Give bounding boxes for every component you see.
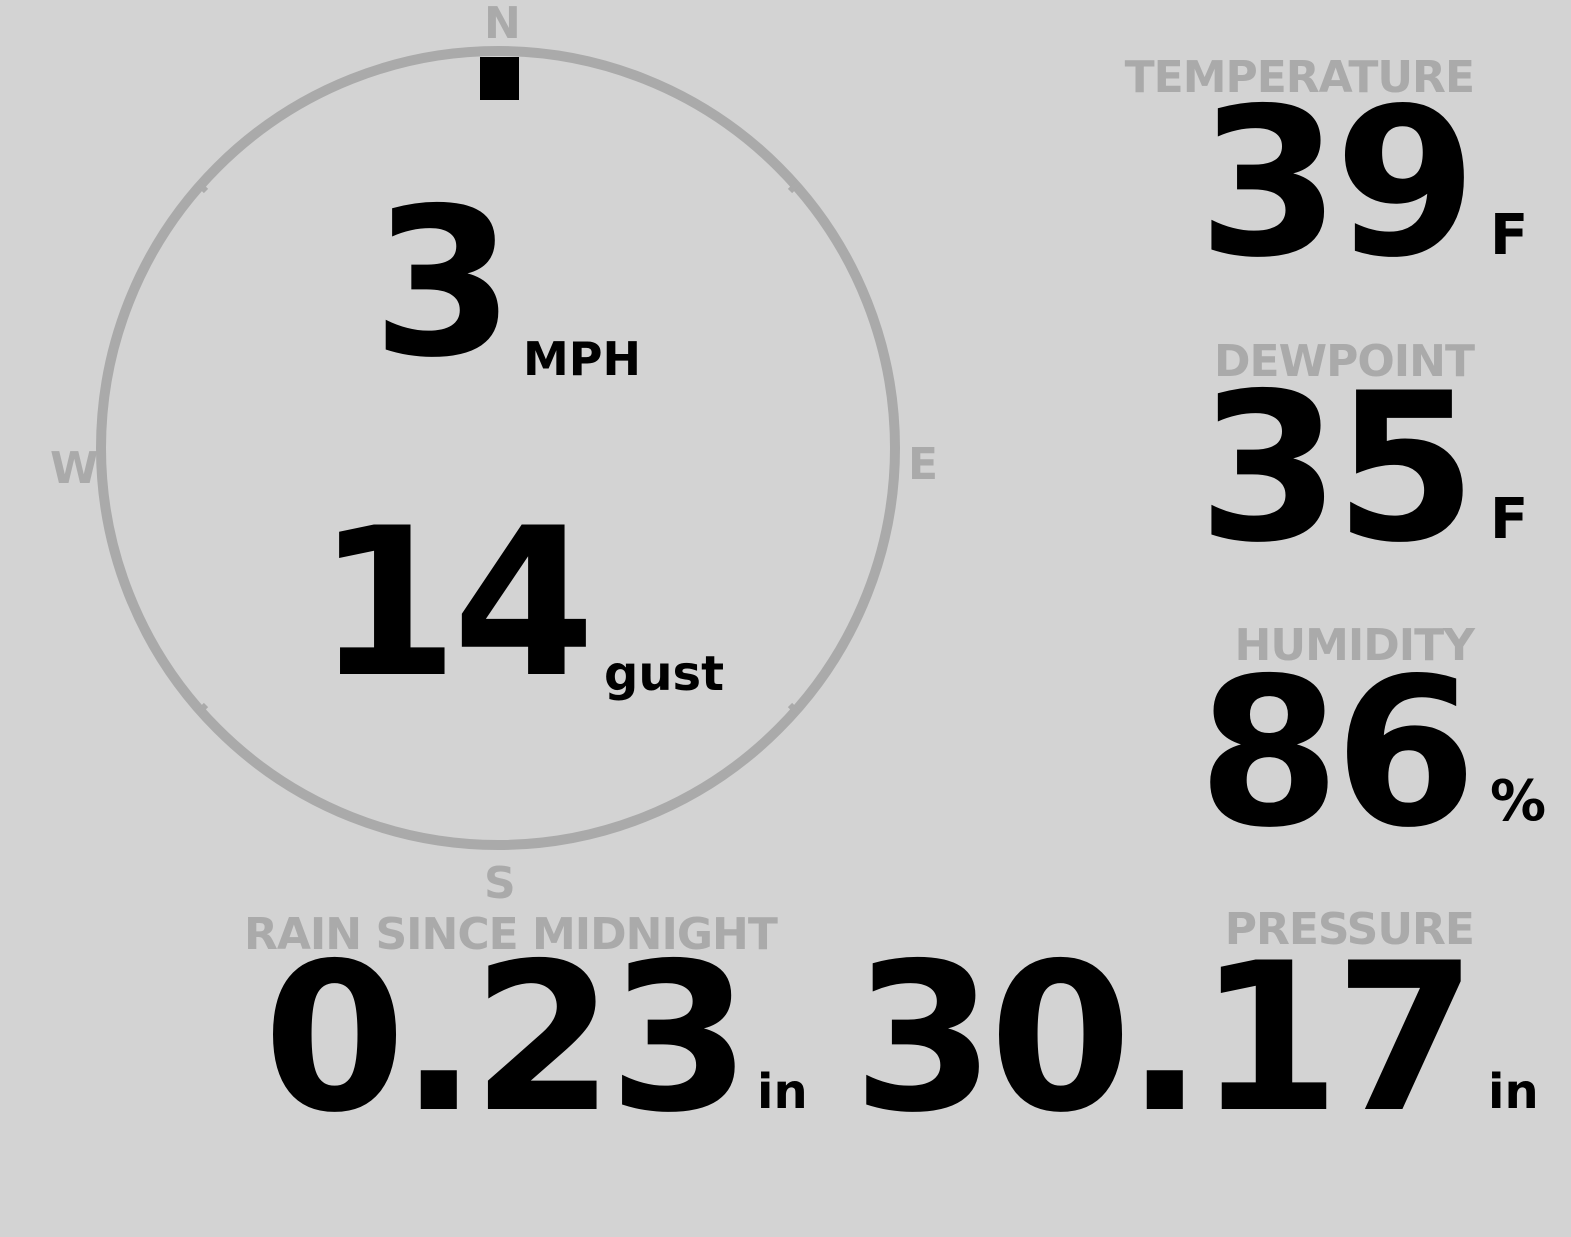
compass-north-label: N bbox=[484, 0, 521, 49]
temperature-label: TEMPERATURE bbox=[1124, 52, 1475, 103]
pressure-unit: in bbox=[1488, 1064, 1539, 1120]
wind-speed-unit: MPH bbox=[523, 332, 641, 386]
compass-ticks bbox=[195, 180, 801, 716]
pressure-value: 30.17 bbox=[852, 920, 1477, 1158]
compass-east-label: E bbox=[908, 439, 939, 490]
pressure-label: PRESSURE bbox=[1224, 904, 1475, 955]
wind-compass bbox=[96, 46, 900, 850]
dewpoint-label: DEWPOINT bbox=[1214, 336, 1475, 387]
humidity-unit: % bbox=[1490, 769, 1547, 834]
dewpoint-unit: F bbox=[1490, 487, 1529, 552]
dewpoint-value: 35 bbox=[1197, 350, 1477, 588]
rain-value: 0.23 bbox=[263, 920, 751, 1158]
wind-gust-unit: gust bbox=[604, 646, 725, 702]
compass-south-label: S bbox=[484, 858, 516, 909]
temperature-unit: F bbox=[1490, 203, 1529, 268]
rain-unit: in bbox=[757, 1064, 808, 1120]
humidity-value: 86 bbox=[1197, 635, 1477, 873]
rain-label: RAIN SINCE MIDNIGHT bbox=[244, 909, 778, 960]
wind-speed-value: 3 bbox=[372, 165, 515, 403]
wind-gust-value: 14 bbox=[316, 485, 595, 723]
temperature-value: 39 bbox=[1197, 65, 1477, 303]
wind-direction-needle bbox=[480, 57, 519, 100]
compass-ring bbox=[96, 46, 900, 850]
humidity-label: HUMIDITY bbox=[1234, 620, 1475, 671]
compass-west-label: W bbox=[50, 443, 99, 494]
